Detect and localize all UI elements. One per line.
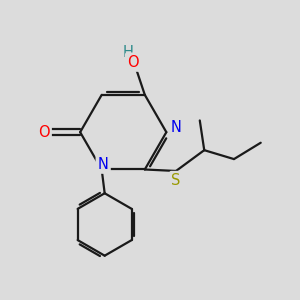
Text: N: N xyxy=(98,157,109,172)
Text: O: O xyxy=(127,55,139,70)
Text: S: S xyxy=(171,173,181,188)
Text: O: O xyxy=(38,125,50,140)
Text: N: N xyxy=(170,120,181,135)
Text: H: H xyxy=(122,45,133,60)
